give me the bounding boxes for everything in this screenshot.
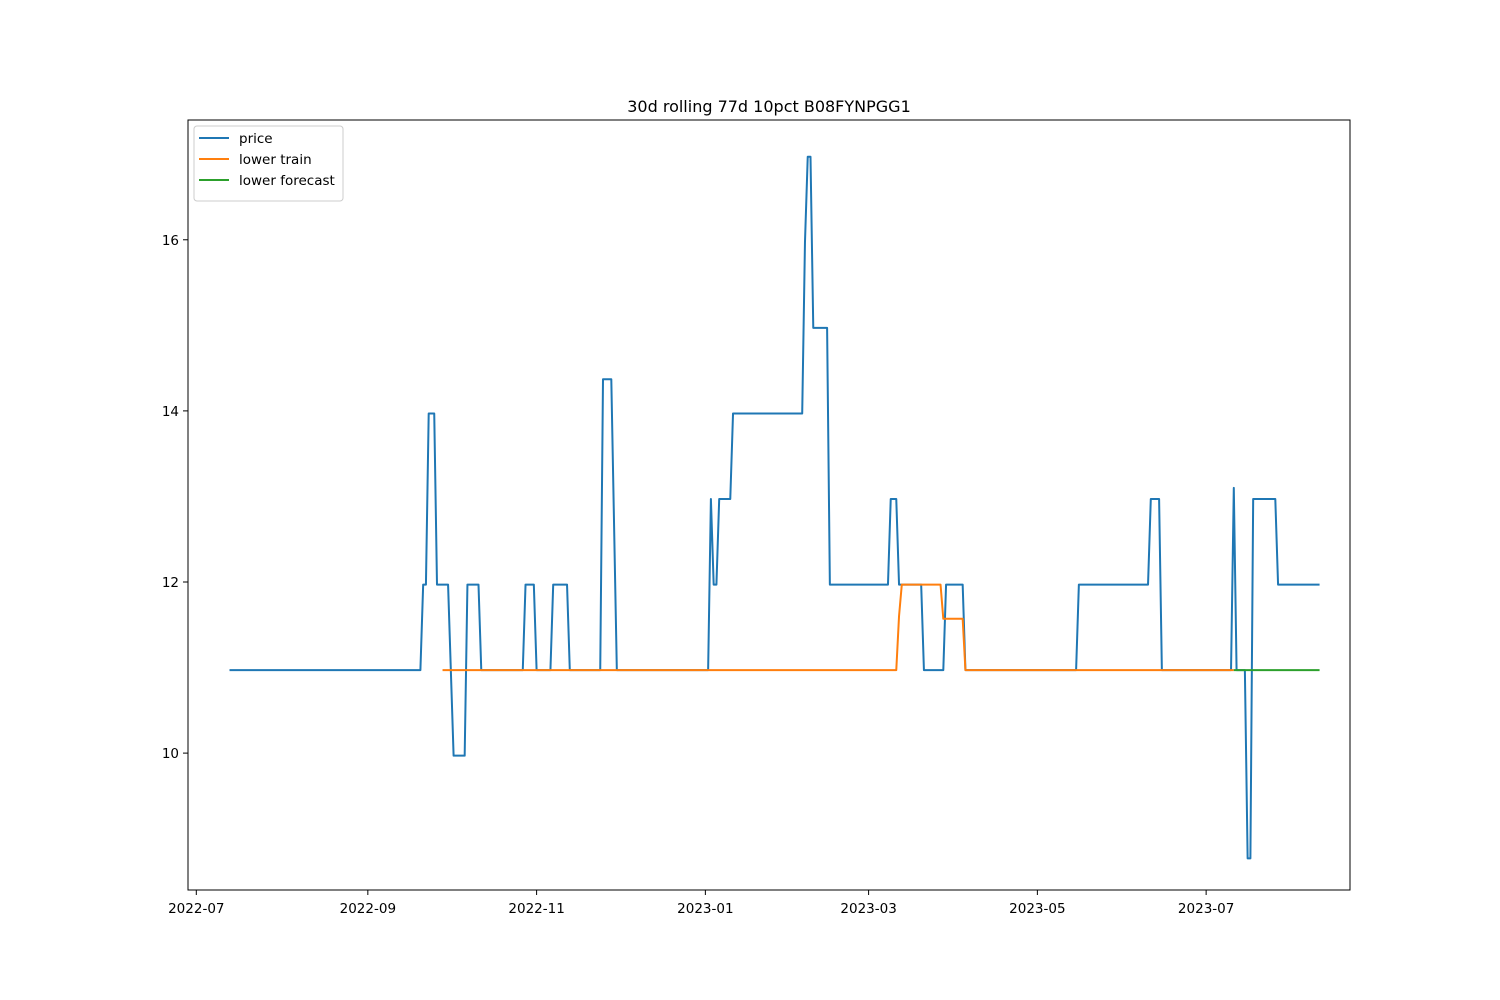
y-tick-label: 10 [162,746,179,762]
y-axis: 10 12 14 16 [162,233,188,762]
legend-label-price: price [239,131,273,147]
x-axis: 2022-07 2022-09 2022-11 2023-01 2023-03 2023-… [168,890,1234,917]
series-line-lower-train [442,583,1234,672]
legend-label-lower-forecast: lower forecast [239,173,335,189]
legend-label-lower-train: lower train [239,152,312,168]
x-tick-label: 2022-07 [168,901,224,917]
y-tick-label: 16 [162,233,179,249]
chart-title: 30d rolling 77d 10pct B08FYNPGG1 [627,97,911,116]
x-tick-label: 2023-03 [840,901,896,917]
legend-box [193,125,344,202]
plot-lines [229,155,1320,860]
x-tick-label: 2023-05 [1009,901,1065,917]
legend: price lower train lower forecast [193,125,344,202]
x-tick-label: 2022-11 [508,901,564,917]
y-tick-label: 12 [162,575,179,591]
x-tick-label: 2023-01 [677,901,733,917]
x-tick-label: 2022-09 [340,901,396,917]
y-tick-label: 14 [162,404,179,420]
series-line-price [229,155,1320,860]
plot-area-frame [187,119,1351,891]
x-tick-label: 2023-07 [1178,901,1234,917]
